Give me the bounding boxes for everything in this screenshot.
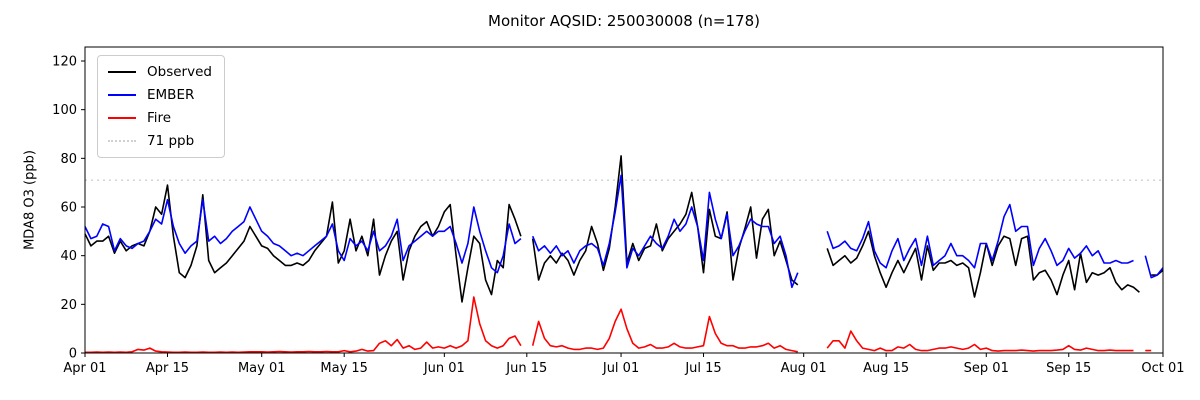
y-tick-label: 120 — [52, 55, 77, 70]
legend-item-observed: Observed — [108, 64, 212, 80]
x-tick-label: Oct 01 — [1141, 361, 1184, 376]
y-tick-label: 40 — [60, 249, 77, 264]
y-tick-label: 0 — [69, 347, 77, 362]
y-tick-label: 20 — [60, 298, 77, 313]
x-tick-label: Aug 15 — [863, 361, 909, 376]
x-tick-label: Apr 01 — [63, 361, 106, 376]
legend-item-ember: EMBER — [108, 87, 212, 103]
legend-line-threshold — [108, 140, 136, 142]
legend-line-ember — [108, 94, 136, 96]
legend-line-observed — [108, 71, 136, 73]
legend-line-fire — [108, 117, 136, 119]
y-tick-label: 100 — [52, 103, 77, 118]
legend-item-threshold: 71 ppb — [108, 133, 212, 149]
plot-border — [84, 46, 1164, 354]
legend-label-threshold: 71 ppb — [147, 133, 195, 149]
y-tick-label: 60 — [60, 201, 77, 216]
series-line-observed — [84, 155, 1164, 303]
legend-item-fire: Fire — [108, 110, 212, 126]
legend-label-ember: EMBER — [147, 87, 195, 103]
x-tick-label: Jul 01 — [602, 361, 639, 376]
legend: Observed EMBER Fire 71 ppb — [97, 55, 225, 158]
x-tick-label: May 01 — [238, 361, 286, 376]
x-tick-label: May 15 — [320, 361, 368, 376]
x-tick-label: Jun 15 — [505, 361, 547, 376]
chart-title: Monitor AQSID: 250030008 (n=178) — [488, 12, 760, 30]
legend-label-fire: Fire — [147, 110, 172, 126]
x-tick-label: Aug 01 — [781, 361, 827, 376]
series-line-fire — [85, 296, 1152, 354]
x-tick-label: Apr 15 — [146, 361, 189, 376]
series-line-ember — [84, 174, 1164, 289]
y-tick-label: 80 — [60, 152, 77, 167]
legend-label-observed: Observed — [147, 64, 212, 80]
x-tick-label: Sep 01 — [964, 361, 1009, 376]
x-tick-label: Jun 01 — [423, 361, 465, 376]
x-tick-label: Sep 15 — [1046, 361, 1091, 376]
x-tick-label: Jul 15 — [684, 361, 721, 376]
